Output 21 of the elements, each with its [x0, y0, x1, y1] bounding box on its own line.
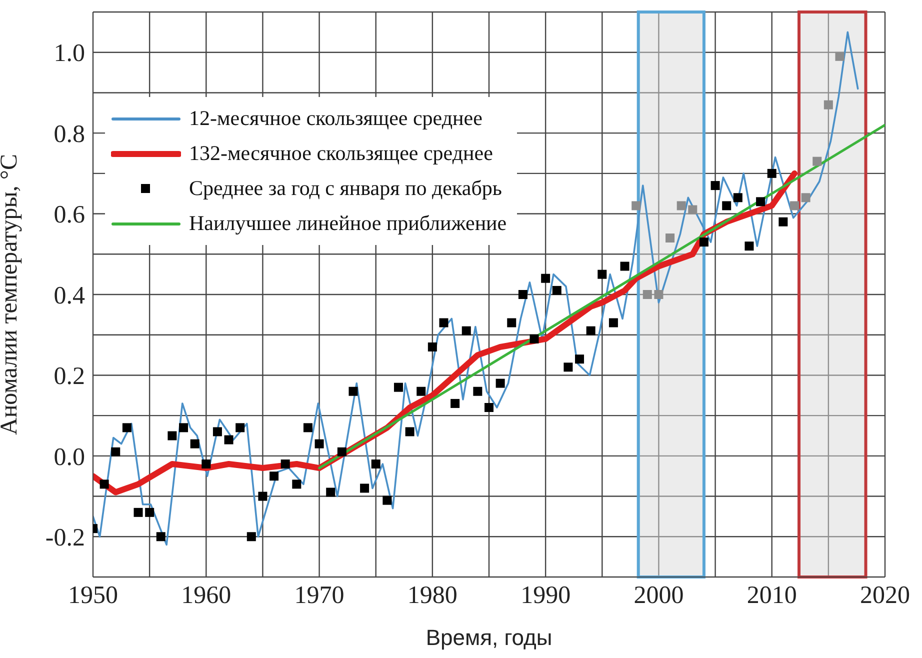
x-tick-label: 1980 [407, 582, 458, 609]
y-tick-label: 0.6 [54, 202, 85, 229]
x-tick-label: 2000 [634, 582, 684, 609]
y-tick-label: 0.2 [54, 363, 85, 390]
x-tick-label: 1990 [520, 582, 571, 609]
y-tick-label: 0.8 [54, 120, 85, 148]
legend-label: 12-месячное скользящее среднее [189, 105, 482, 132]
legend-label: Среднее за год с января по декабрь [189, 175, 502, 202]
x-tick-label: 1960 [181, 582, 232, 609]
y-tick-label: 0.0 [54, 444, 85, 471]
x-axis-title: Время, годы [426, 625, 552, 650]
y-tick-label: -0.2 [45, 524, 85, 552]
legend-label: Наилучшее линейное приближение [189, 210, 507, 237]
legend-label: 132-месячное скользящее среднее [189, 140, 493, 167]
y-tick-label: 0.4 [54, 282, 86, 310]
x-tick-label: 1970 [294, 582, 344, 609]
y-tick-label: 1.0 [54, 40, 85, 68]
x-tick-label: 2010 [746, 582, 797, 609]
x-tick-label: 1950 [68, 582, 118, 609]
y-axis-title: Аномалии температуры, °C [0, 154, 23, 436]
x-tick-label: 2020 [860, 582, 910, 609]
